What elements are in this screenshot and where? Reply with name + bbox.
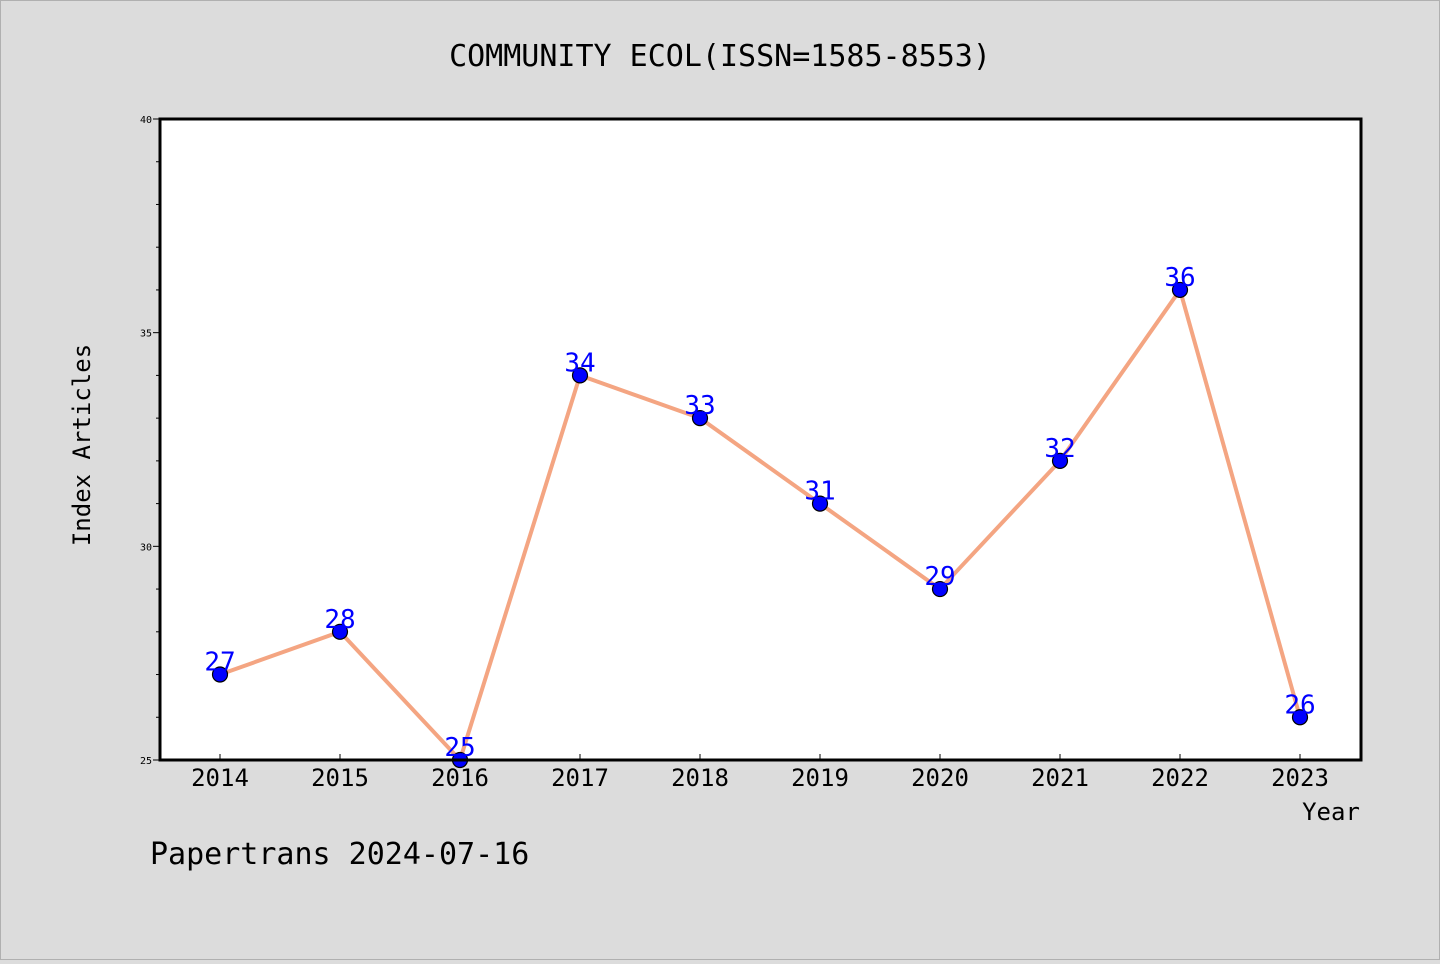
data-point — [1291, 709, 1309, 726]
y-tick-label: 30 — [140, 542, 152, 553]
data-point — [331, 623, 349, 640]
data-label: 33 — [684, 391, 715, 421]
data-markers — [211, 281, 1309, 769]
data-point — [811, 495, 829, 512]
plot-frame — [158, 117, 1363, 762]
data-label: 29 — [924, 562, 955, 592]
x-tick-label: 2016 — [431, 764, 489, 792]
data-point — [691, 410, 709, 427]
x-tick-label: 2022 — [1151, 764, 1209, 792]
data-label: 25 — [444, 733, 475, 763]
y-tick-label: 40 — [140, 115, 152, 126]
data-label: 36 — [1164, 263, 1195, 293]
x-tick-label: 2014 — [191, 764, 249, 792]
x-axis-ticks: 2014 2015 2016 2017 2018 2019 2020 2021 2022 2023 — [191, 754, 1329, 792]
data-point — [931, 580, 949, 598]
data-label: 28 — [324, 605, 355, 635]
data-label: 27 — [204, 648, 235, 678]
data-point — [1171, 281, 1189, 299]
x-tick-label: 2019 — [791, 764, 849, 792]
x-tick-label: 2023 — [1271, 764, 1329, 792]
footer-text: Papertrans 2024-07-16 — [150, 837, 529, 872]
data-point — [571, 367, 589, 384]
x-tick-label: 2018 — [671, 764, 729, 792]
x-axis-label: Year — [1302, 798, 1360, 826]
data-labels: 27 28 25 34 33 31 29 32 36 26 — [204, 263, 1315, 763]
x-tick-label: 2017 — [551, 764, 609, 792]
y-axis-label: Index Articles — [68, 344, 96, 546]
x-tick-label: 2021 — [1031, 764, 1089, 792]
data-label: 32 — [1044, 434, 1075, 464]
y-tick-label: 25 — [140, 756, 152, 767]
data-label: 26 — [1284, 690, 1315, 720]
data-label: 34 — [564, 348, 595, 378]
y-tick-label: 35 — [140, 329, 152, 340]
series-line — [219, 287, 1302, 762]
data-point — [1051, 452, 1069, 469]
x-tick-label: 2015 — [311, 764, 369, 792]
x-tick-label: 2020 — [911, 764, 969, 792]
data-point — [211, 666, 229, 683]
plot-area — [160, 119, 1361, 760]
data-label: 31 — [804, 477, 835, 507]
chart-title: COMMUNITY ECOL(ISSN=1585-8553) — [449, 39, 991, 74]
